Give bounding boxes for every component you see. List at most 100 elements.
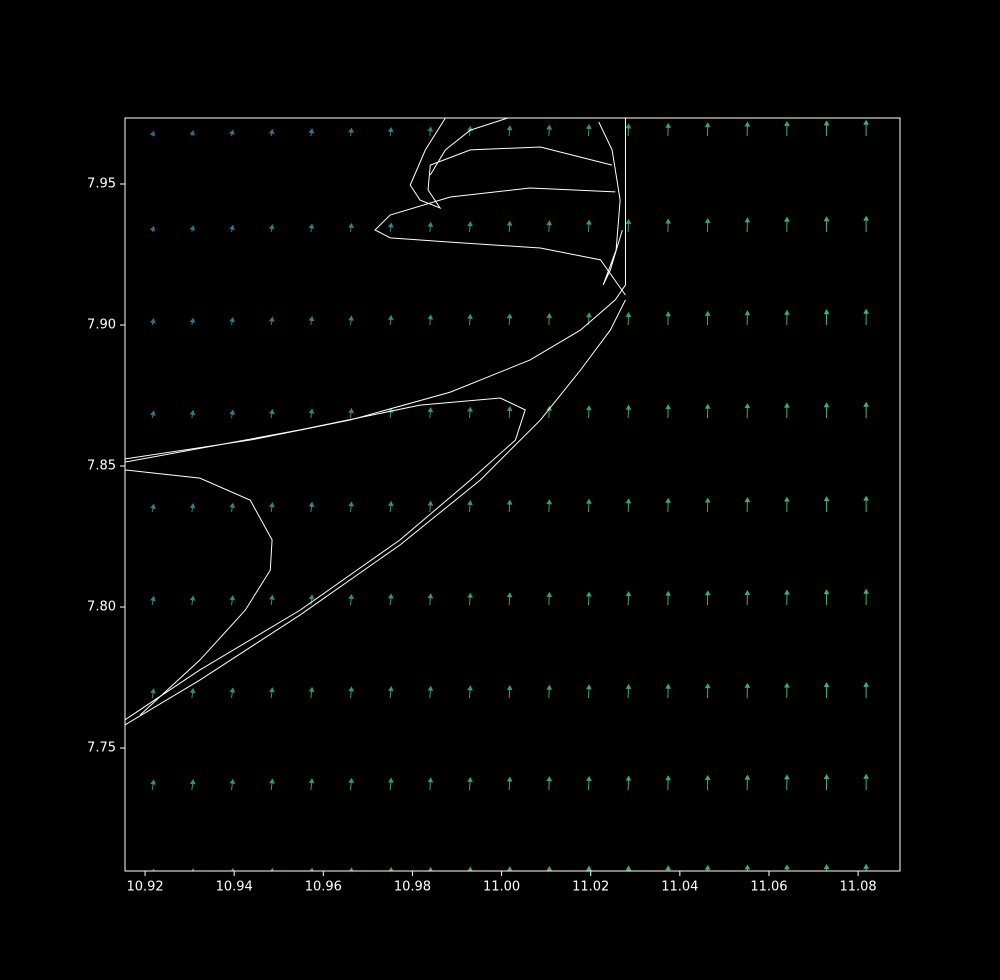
x-tick-label: 10.92 [126, 880, 163, 895]
quiver-arrow [586, 219, 592, 232]
trajectory-curve [409, 118, 613, 210]
quiver-arrow [467, 592, 473, 606]
x-tick-label: 11.06 [750, 880, 787, 895]
quiver-arrow [229, 224, 235, 233]
quiver-arrow [506, 405, 513, 419]
quiver-arrow [506, 592, 513, 606]
quiver-arrow [506, 776, 513, 791]
quiver-arrow [268, 316, 275, 326]
quiver-arrow [189, 687, 196, 699]
quiver-arrow [586, 498, 592, 513]
quiver-arrow [823, 682, 830, 699]
quiver-arrow [546, 865, 553, 871]
quiver-arrow [387, 222, 394, 232]
quiver-arrow [546, 499, 553, 513]
trajectory-curve [125, 397, 526, 721]
plot-area [125, 118, 869, 871]
quiver-arrow [150, 503, 156, 513]
x-tick-label: 11.00 [483, 880, 520, 895]
quiver-arrow [229, 687, 236, 699]
quiver-arrow [309, 867, 314, 871]
quiver-arrow [308, 778, 315, 791]
quiver-arrow [665, 683, 671, 699]
quiver-arrow [704, 774, 711, 791]
quiver-arrow [744, 589, 751, 606]
y-tick-label: 7.75 [87, 741, 116, 756]
quiver-arrow [189, 779, 196, 791]
quiver-arrow [427, 407, 434, 419]
quiver-arrow [269, 687, 275, 699]
quiver-arrow [229, 502, 236, 513]
quiver-arrow [784, 496, 790, 512]
quiver-arrow [268, 408, 275, 419]
quiver-arrow [348, 407, 354, 419]
quiver-arrow [427, 500, 434, 513]
quiver-arrow [150, 595, 156, 606]
quiver-arrow [348, 127, 354, 137]
quiver-arrow [625, 218, 632, 232]
quiver-arrow [744, 497, 751, 512]
quiver-arrow [388, 866, 394, 871]
quiver-arrow [268, 224, 275, 233]
quiver-arrow [229, 129, 235, 137]
quiver-arrow [427, 593, 434, 606]
quiver-arrow [586, 775, 592, 791]
quiver-arrow [823, 774, 830, 791]
quiver-arrow [189, 595, 196, 606]
quiver-arrow [348, 867, 354, 871]
quiver-arrow [506, 499, 513, 513]
quiver-arrow [744, 310, 751, 326]
quiver-arrow [189, 409, 196, 419]
quiver-arrow [427, 866, 433, 871]
quiver-arrow [625, 865, 632, 871]
quiver-arrow [704, 590, 711, 606]
quiver-arrow [189, 225, 196, 233]
quiver-arrow [467, 500, 473, 513]
quiver-arrow [427, 777, 434, 791]
quiver-arrow [467, 406, 473, 419]
quiver-arrow [665, 865, 671, 871]
quiver-arrow [229, 409, 235, 419]
quiver-arrow [308, 501, 315, 513]
quiver-arrow [229, 316, 235, 326]
quiver-arrow [586, 684, 592, 699]
quiver-arrow [784, 589, 790, 606]
trajectory-curve [374, 187, 626, 296]
quiver-arrow [704, 497, 711, 512]
quiver-arrow [823, 120, 830, 137]
trajectory-curve [429, 118, 508, 176]
quiver-arrow [348, 315, 354, 326]
quiver-arrow [863, 215, 869, 232]
quiver-arrow [625, 498, 632, 513]
quiver-arrow [625, 311, 632, 326]
quiver-arrow [704, 683, 711, 699]
quiver-arrow [387, 500, 394, 513]
quiver-arrow [744, 217, 751, 232]
quiver-arrow [704, 310, 711, 326]
quiver-arrow [546, 591, 553, 606]
y-tick-label: 7.85 [87, 459, 116, 474]
quiver-arrow [665, 497, 671, 513]
quiver-arrow [784, 309, 790, 326]
quiver-arrow [269, 778, 275, 791]
quiver-arrow [387, 686, 394, 699]
quiver-arrow [348, 222, 354, 233]
x-tick-label: 11.08 [839, 880, 876, 895]
x-tick-label: 11.04 [661, 880, 698, 895]
quiver-arrow [388, 777, 394, 791]
quiver-arrow [269, 502, 275, 513]
quiver-arrow [150, 688, 156, 699]
quiver-arrow [744, 121, 751, 137]
quiver-arrow [308, 315, 315, 326]
quiver-arrow [823, 402, 830, 419]
quiver-arrow [546, 220, 553, 232]
quiver-arrow [308, 223, 315, 233]
trajectory-curve [125, 299, 626, 726]
quiver-arrow [387, 593, 394, 606]
quiver-arrow [665, 404, 671, 419]
quiver-arrow [863, 119, 869, 137]
quiver-arrow [625, 404, 632, 419]
quiver-arrow [546, 776, 553, 791]
